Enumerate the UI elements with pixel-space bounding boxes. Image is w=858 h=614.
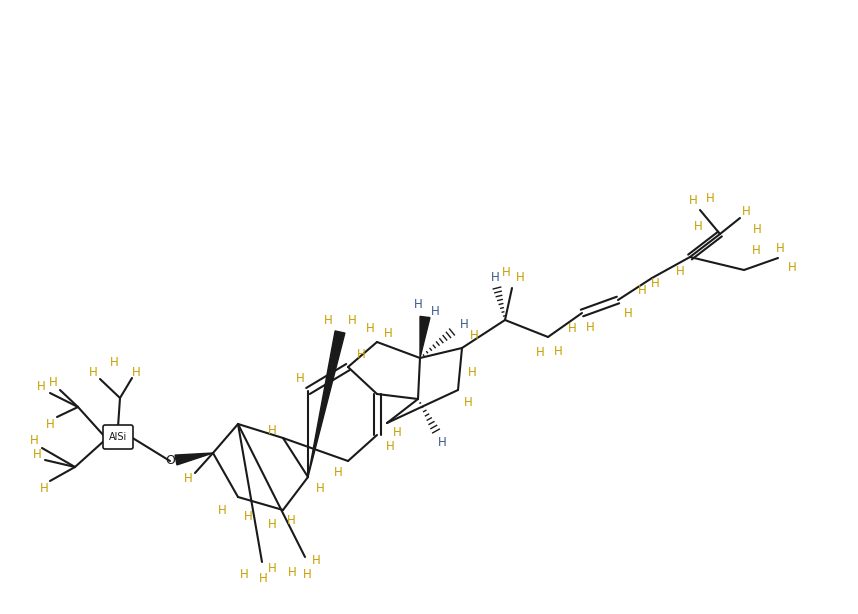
Text: H: H — [516, 271, 524, 284]
Text: H: H — [705, 192, 715, 204]
Text: H: H — [650, 276, 660, 289]
Text: H: H — [463, 395, 473, 408]
Text: H: H — [33, 448, 41, 460]
Text: H: H — [39, 481, 48, 494]
Text: H: H — [535, 346, 544, 359]
Text: H: H — [637, 284, 646, 297]
Text: H: H — [741, 204, 751, 217]
Text: H: H — [296, 371, 305, 384]
Text: H: H — [438, 435, 446, 448]
Text: H: H — [287, 515, 295, 527]
Text: H: H — [491, 271, 499, 284]
Text: H: H — [366, 322, 374, 335]
Polygon shape — [420, 316, 430, 358]
Text: H: H — [788, 260, 796, 273]
Text: H: H — [268, 518, 276, 532]
Text: H: H — [323, 314, 332, 327]
Text: H: H — [468, 367, 476, 379]
Text: H: H — [218, 505, 227, 518]
Text: H: H — [347, 314, 356, 327]
Text: H: H — [469, 328, 479, 341]
Text: H: H — [311, 554, 320, 567]
Text: H: H — [303, 569, 311, 581]
Text: H: H — [131, 365, 141, 378]
Text: H: H — [776, 241, 784, 254]
Text: H: H — [553, 344, 562, 357]
Text: AlSi: AlSi — [109, 432, 127, 442]
Text: H: H — [385, 440, 395, 454]
Text: H: H — [675, 265, 685, 278]
Text: H: H — [316, 481, 324, 494]
Text: H: H — [460, 317, 468, 330]
Text: H: H — [268, 562, 276, 575]
Text: H: H — [502, 265, 511, 279]
Text: H: H — [568, 322, 577, 335]
Text: H: H — [624, 306, 632, 319]
Text: H: H — [752, 244, 760, 257]
Text: H: H — [49, 376, 57, 389]
Text: H: H — [30, 435, 39, 448]
Polygon shape — [175, 453, 213, 465]
Text: H: H — [752, 222, 761, 236]
Text: H: H — [110, 356, 118, 368]
Text: H: H — [244, 510, 252, 524]
Text: H: H — [287, 565, 296, 578]
Text: H: H — [357, 348, 366, 360]
Text: H: H — [258, 572, 268, 585]
FancyBboxPatch shape — [103, 425, 133, 449]
Text: H: H — [239, 569, 248, 581]
Text: H: H — [689, 193, 698, 206]
Text: H: H — [268, 424, 276, 438]
Text: O: O — [165, 454, 175, 467]
Text: H: H — [37, 381, 45, 394]
Text: H: H — [45, 418, 54, 430]
Text: H: H — [414, 298, 422, 311]
Text: H: H — [184, 472, 192, 484]
Text: H: H — [431, 305, 439, 317]
Polygon shape — [308, 331, 345, 477]
Text: H: H — [393, 427, 402, 440]
Text: H: H — [384, 327, 392, 340]
Text: H: H — [586, 321, 595, 333]
Text: H: H — [334, 467, 342, 480]
Text: H: H — [693, 219, 703, 233]
Text: H: H — [88, 367, 97, 379]
